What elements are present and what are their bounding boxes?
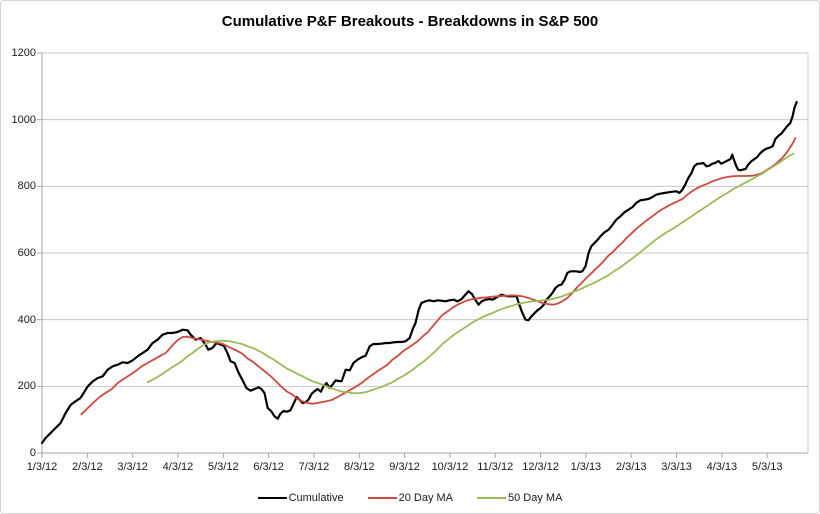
x-tick-label-10-3-12: 10/3/12 [431, 461, 469, 473]
x-tick-label-5-3-12: 5/3/12 [208, 461, 239, 473]
legend-label: Cumulative [288, 492, 344, 504]
x-tick-label-3-3-13: 3/3/13 [661, 461, 692, 473]
y-tick-label-400: 400 [17, 313, 36, 326]
x-tick-label-6-3-12: 6/3/12 [253, 461, 284, 473]
y-tick-label-0: 0 [29, 447, 36, 459]
legend-line-swatch-icon [257, 497, 287, 499]
series-line-50-day-ma [146, 152, 795, 395]
x-tick-label-8-3-12: 8/3/12 [343, 461, 375, 473]
x-tick-label-7-3-12: 7/3/12 [298, 461, 330, 473]
series-line-cumulative [40, 100, 798, 445]
legend-item-20-day-ma: 20 Day MA [367, 492, 454, 504]
x-tick-label-9-3-12: 9/3/12 [389, 461, 420, 473]
y-tick-label-800: 800 [17, 180, 36, 193]
chart-title: Cumulative P&F Breakouts - Breakdowns in… [221, 13, 599, 30]
x-tick-label-2-3-13: 2/3/13 [615, 461, 647, 473]
legend-item-50-day-ma: 50 Day MA [477, 492, 562, 504]
y-tick-label-200: 200 [17, 380, 36, 393]
y-tick-label-1000: 1000 [11, 113, 36, 126]
legend-line-swatch-icon [477, 497, 507, 499]
chart-legend: Cumulative 20 Day MA 50 Day MA [1, 492, 819, 504]
x-tick-label-12-3-12: 12/3/12 [522, 461, 559, 473]
legend-item-cumulative: Cumulative [257, 492, 344, 504]
legend-label: 20 Day MA [398, 492, 454, 504]
x-tick-label-2-3-12: 2/3/12 [72, 461, 103, 473]
legend-line-swatch-icon [367, 497, 397, 499]
y-tick-label-600: 600 [17, 247, 36, 259]
x-tick-label-3-3-12: 3/3/12 [117, 461, 148, 473]
series-line-20-day-ma [80, 137, 797, 416]
x-tick-label-4-3-13: 4/3/13 [706, 461, 738, 473]
x-tick-label-1-3-12: 1/3/12 [26, 461, 58, 473]
x-tick-label-11-3-12: 11/3/12 [477, 461, 514, 473]
x-tick-label-4-3-12: 4/3/12 [162, 461, 194, 473]
x-tick-label-1-3-13: 1/3/13 [570, 461, 602, 473]
x-tick-label-5-3-13: 5/3/13 [751, 461, 783, 473]
legend-label: 50 Day MA [508, 492, 563, 504]
y-tick-label-1200: 1200 [11, 47, 36, 59]
